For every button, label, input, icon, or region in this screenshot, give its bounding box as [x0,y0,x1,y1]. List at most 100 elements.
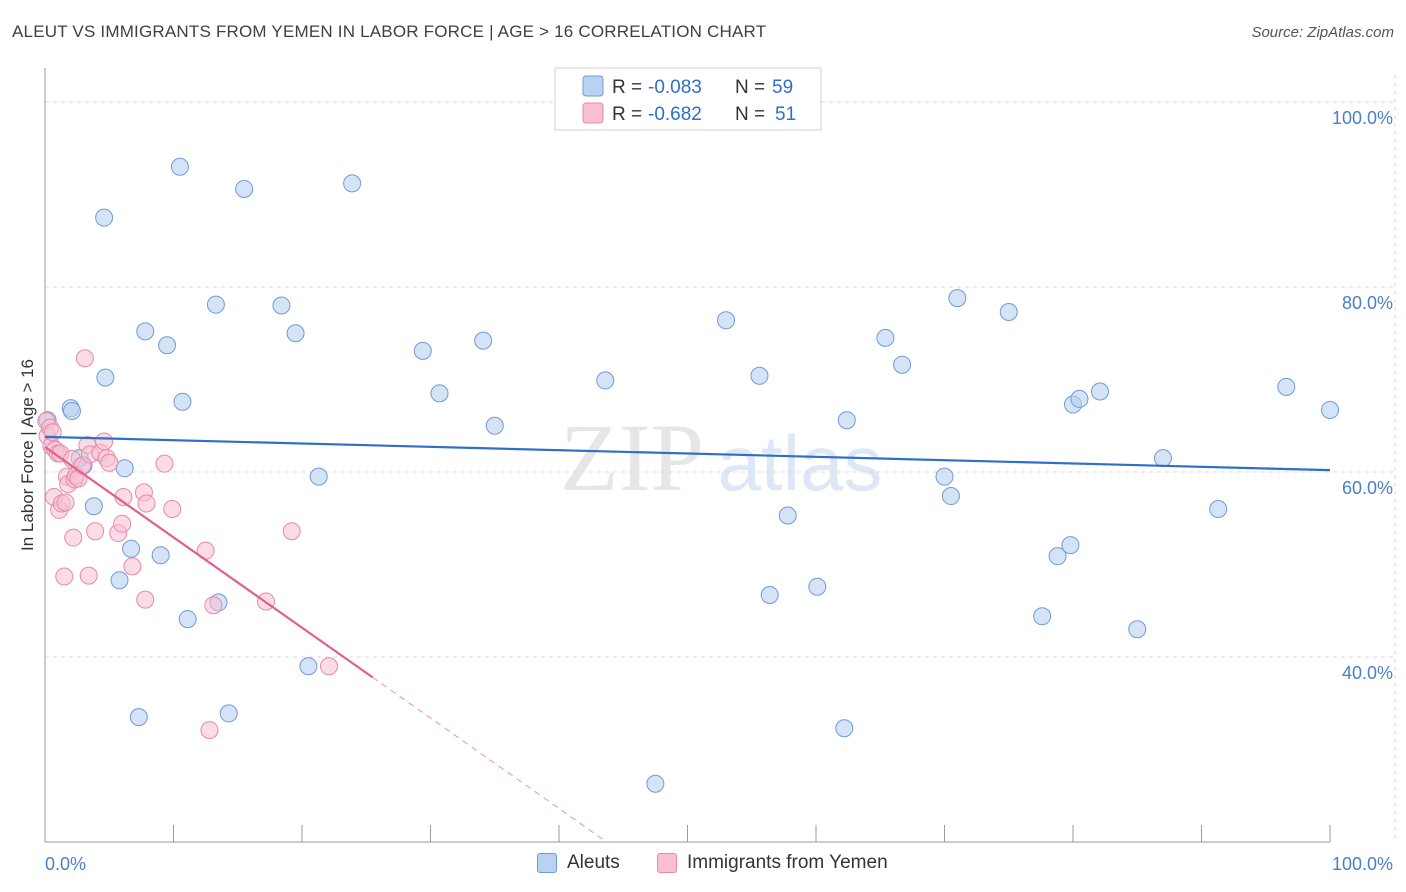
x-tick-label: 0.0% [45,854,86,874]
aleut-point [343,174,362,193]
aleut-point [596,371,615,390]
legend-yemen-swatch [582,102,604,124]
aleut-point [178,610,197,629]
aleut-point [999,302,1018,321]
yemen-point [155,454,174,473]
aleut-point [485,416,504,435]
yemen-point [86,522,105,541]
legend-yemen-r-value: -0.682 [648,104,702,125]
aleut-point [62,401,81,420]
aleut-point [299,657,318,676]
aleut-point [750,366,769,385]
yemen-point [95,432,114,451]
y-tick-label: 40.0% [1342,663,1393,683]
aleut-point [835,719,854,738]
aleut-point [1321,401,1339,420]
aleut-point [1048,547,1067,566]
yemen-point [282,522,301,541]
yemen-point [100,453,119,472]
aleut-point [170,157,189,176]
x-tick-labels: 0.0% 100.0% [45,854,1393,874]
legend-label-aleuts: Aleuts [567,852,620,873]
legend-label-yemen: Immigrants from Yemen [687,852,888,873]
watermark-zip: ZIP [560,404,704,511]
yemen-point [163,500,182,518]
yemen-point [200,721,219,740]
aleut-point [474,331,493,350]
y-tick-label: 60.0% [1342,478,1393,498]
aleut-point [151,546,170,565]
aleut-point [136,322,155,341]
source-label: Source: ZipAtlas.com [1251,24,1394,41]
aleut-point [206,295,225,314]
aleut-point [430,384,449,403]
yemen-point [204,596,223,615]
yemen-trend-extension [372,676,605,841]
yemen-point [113,514,132,533]
yemen-point [56,493,75,512]
yemen-point [55,567,74,586]
aleut-point [219,704,238,723]
aleut-point [1090,382,1109,401]
aleut-point [122,539,141,558]
legend-item-aleuts: Aleuts [537,852,620,874]
y-tick-labels: 40.0% 60.0% 80.0% 100.0% [1332,108,1393,683]
watermark-atlas: atlas [718,419,883,507]
trend-lines [44,435,1331,841]
aleut-point [935,467,954,486]
aleut-point [876,328,895,347]
aleut-point [941,487,960,506]
aleut-point [84,497,103,516]
x-tick-label: 100.0% [1332,854,1393,874]
aleut-point [1033,607,1052,626]
legend-bottom: Aleuts Immigrants from Yemen [0,852,1406,878]
legend-swatch-aleuts [537,853,557,873]
aleut-point [272,296,291,315]
aleut-point [778,506,797,525]
aleut-point [173,392,192,411]
aleut-point [413,341,432,360]
legend-yemen-n-value: 51 [775,104,796,125]
aleut-point [760,586,779,605]
legend-aleut-swatch [582,75,604,97]
yemen-trend-line [44,446,374,679]
legend-aleut-n-value: 59 [772,77,793,98]
axes [44,68,1331,843]
aleut-trend-line [44,435,1331,472]
aleut-point [893,355,912,374]
aleut-point [1153,449,1172,468]
aleut-point [1277,377,1296,396]
legend-yemen-r-label: R = [612,104,642,125]
aleut-point [95,208,114,227]
legend-top: R = -0.083 N = 59 R = -0.682 N = 51 [554,67,822,131]
y-tick-label: 80.0% [1342,293,1393,313]
yemen-point [75,349,94,368]
aleut-point [129,708,148,727]
aleut-point [1209,500,1228,518]
y-tick-label: 100.0% [1332,108,1393,128]
aleut-point [646,774,665,793]
legend-yemen-n-label: N = [735,104,765,125]
aleut-point [837,411,856,430]
legend-aleut-r-value: -0.083 [648,77,702,98]
legend-item-yemen: Immigrants from Yemen [657,852,888,874]
aleut-point [1128,620,1147,639]
aleut-point [110,571,129,590]
yemen-point [319,657,338,676]
aleut-point [948,289,967,308]
yemen-point [137,494,156,513]
aleut-point [286,324,305,343]
aleut-point [235,179,254,198]
legend-swatch-yemen [657,853,677,873]
legend-aleut-r-label: R = [612,77,642,98]
aleut-point [309,467,328,486]
chart-title: ALEUT VS IMMIGRANTS FROM YEMEN IN LABOR … [12,22,767,41]
yemen-point [64,528,83,547]
aleut-point [115,459,134,478]
aleut-point [717,311,736,330]
aleut-point [1070,389,1089,408]
yemen-point [79,566,98,585]
aleut-point [96,368,115,387]
yemen-point [123,557,142,576]
